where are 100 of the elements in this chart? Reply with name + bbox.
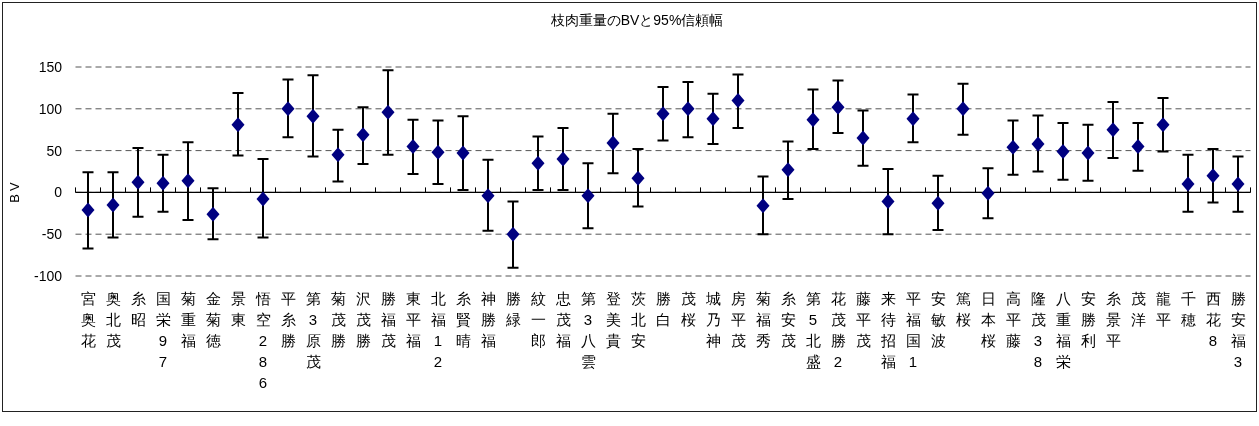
x-tick-label: 東平福 [405, 290, 421, 349]
x-tick-label: 宮奥花 [80, 290, 96, 349]
x-tick-label: 茂桜 [680, 290, 696, 328]
point [1156, 117, 1170, 133]
x-tick-label: 西花8 [1205, 290, 1221, 349]
point [831, 99, 845, 115]
point [81, 202, 95, 218]
x-tick-label: 悟空286 [254, 290, 271, 391]
x-tick-label: 篤桜 [955, 290, 971, 328]
x-tick-label: 平糸勝 [280, 290, 296, 349]
point [1181, 176, 1195, 192]
x-tick-label: 日本桜 [980, 290, 996, 349]
point [531, 155, 545, 171]
point [106, 197, 120, 213]
x-tick-label: 安勝利 [1080, 290, 1096, 349]
x-tick-label: 千穂 [1180, 290, 1196, 328]
point [281, 101, 295, 117]
y-tick-label: 0 [54, 184, 63, 201]
x-tick-label: 糸安茂 [780, 290, 796, 349]
point [756, 198, 770, 214]
x-tick-label: 平福国1 [905, 290, 921, 370]
x-tick-label: 第3八雲 [580, 290, 596, 370]
x-tick-label: 菊福秀 [755, 290, 771, 349]
y-tick-label: 150 [38, 59, 63, 75]
point [581, 188, 595, 204]
x-tick-label: 勝福茂 [380, 290, 396, 349]
point [456, 145, 470, 161]
point [181, 173, 195, 189]
point [731, 92, 745, 108]
x-tick-label: 菊茂勝 [330, 290, 346, 349]
point [506, 226, 520, 242]
point [906, 111, 920, 127]
x-tick-label: 花茂勝2 [830, 290, 846, 370]
x-tick-label: 第3原茂 [305, 290, 321, 370]
point [706, 111, 720, 127]
point [1006, 139, 1020, 155]
point [981, 185, 995, 201]
point [306, 108, 320, 124]
chart-title: 枝肉重量のBVと95%信頼幅 [549, 12, 724, 28]
x-tick-label: 城乃神 [704, 290, 721, 349]
point [331, 147, 345, 163]
point [1131, 138, 1145, 154]
x-tick-label: 茂洋 [1130, 290, 1146, 328]
point [1056, 143, 1070, 159]
y-axis-title: BV [7, 179, 22, 203]
point [156, 175, 170, 191]
y-tick-label: -100 [33, 268, 63, 284]
point [131, 174, 145, 190]
x-tick-label: 登美貴 [605, 290, 621, 349]
x-tick-label: 北福12 [430, 290, 446, 370]
point [681, 101, 695, 117]
x-tick-label: 房平茂 [730, 290, 746, 349]
y-tick-label: -50 [41, 226, 63, 243]
x-tick-label: 隆茂38 [1030, 290, 1046, 370]
x-tick-label: 奥北茂 [105, 290, 121, 349]
point [206, 206, 220, 222]
x-tick-label: 糸賢晴 [455, 290, 471, 349]
point [656, 106, 670, 122]
x-tick-label: 茨北安 [630, 290, 646, 349]
point [931, 195, 945, 211]
point [1031, 136, 1045, 152]
point [1206, 168, 1220, 184]
point [806, 112, 820, 128]
point [1106, 122, 1120, 138]
y-tick-label: 50 [46, 142, 63, 159]
point [956, 101, 970, 117]
x-tick-label: 紋一郎 [530, 290, 546, 349]
x-tick-label: 八重福栄 [1055, 290, 1071, 370]
point [556, 151, 570, 167]
point [256, 191, 270, 207]
x-tick-label: 景東 [230, 290, 246, 328]
point [606, 135, 620, 151]
x-tick-label: 勝緑 [504, 290, 521, 328]
point [881, 194, 895, 210]
x-tick-label: 糸昭 [130, 290, 146, 328]
x-tick-label: 国栄97 [155, 290, 171, 370]
x-tick-label: 来待招福 [879, 290, 896, 370]
point [381, 104, 395, 120]
x-tick-label: 糸景平 [1105, 290, 1121, 349]
x-tick-label: 神勝福 [480, 290, 496, 349]
point [1081, 145, 1095, 161]
x-tick-label: 勝安福3 [1230, 290, 1246, 370]
point [231, 117, 245, 133]
x-tick-label: 龍平 [1155, 290, 1171, 328]
y-tick-label: 100 [38, 100, 63, 117]
point [856, 130, 870, 146]
point [631, 170, 645, 186]
point [356, 127, 370, 143]
x-tick-label: 勝白 [655, 290, 671, 328]
x-tick-label: 第5北盛 [805, 290, 821, 370]
x-tick-label: 藤平茂 [855, 290, 871, 349]
x-tick-label: 金菊徳 [205, 290, 221, 349]
x-tick-label: 沢茂勝 [355, 290, 371, 349]
point [1231, 176, 1245, 192]
point [431, 144, 445, 160]
x-tick-label: 高平藤 [1005, 290, 1021, 349]
x-tick-label: 菊重福 [180, 290, 196, 349]
point [481, 188, 495, 204]
x-tick-label: 忠茂福 [554, 290, 571, 349]
point [406, 138, 420, 154]
